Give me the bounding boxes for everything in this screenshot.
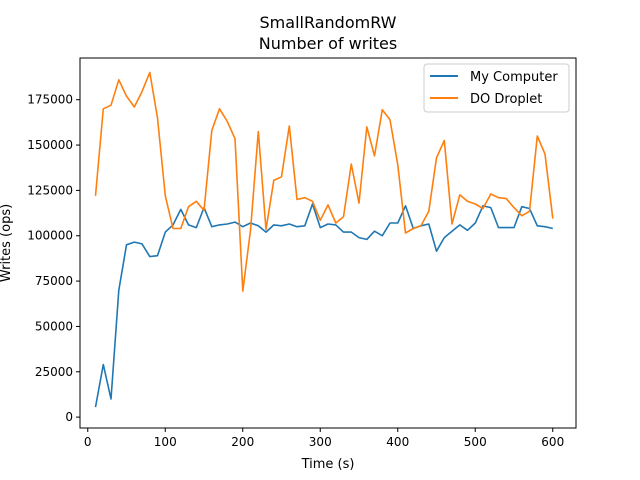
legend: My Computer DO Droplet [423,63,570,113]
y-tick-label: 175000 [27,93,73,107]
legend-box [423,63,570,113]
y-axis-label: Writes (ops) [0,204,14,282]
x-tick-label: 200 [231,435,254,449]
x-tick-label: 500 [464,435,487,449]
y-tick-label: 75000 [35,274,73,288]
x-tick-label: 0 [84,435,92,449]
x-axis-label: Time (s) [301,457,355,472]
series-line-do-droplet [94,71,554,292]
y-tick-label: 125000 [27,183,73,197]
x-tick-label: 400 [386,435,409,449]
x-axis: 0 100 200 300 400 500 600 [84,428,564,449]
y-axis: 0 25000 50000 75000 100000 125000 150000 175000 [27,93,80,424]
x-tick-label: 100 [154,435,177,449]
legend-label-my-computer: My Computer [470,70,558,85]
y-tick-label: 0 [65,410,73,424]
y-tick-label: 25000 [35,365,73,379]
chart-title: SmallRandomRW [260,13,397,32]
x-tick-label: 300 [309,435,332,449]
legend-label-do-droplet: DO Droplet [470,92,542,107]
axes-frame [79,57,577,429]
y-tick-label: 150000 [27,138,73,152]
chart-subtitle: Number of writes [259,34,397,53]
y-tick-label: 100000 [27,229,73,243]
plot-area [94,71,554,408]
y-tick-label: 50000 [35,319,73,333]
x-tick-label: 600 [541,435,564,449]
